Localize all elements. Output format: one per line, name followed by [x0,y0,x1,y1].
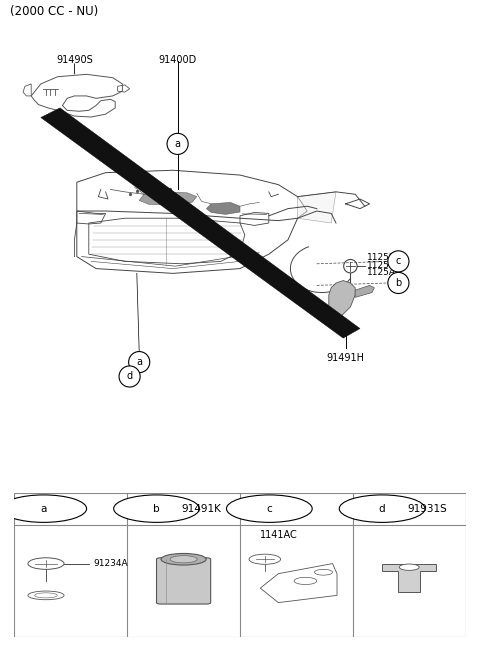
Text: a: a [175,139,180,149]
Text: 1125AE: 1125AE [367,269,402,277]
Polygon shape [298,192,336,223]
Text: d: d [127,371,132,382]
Text: 91491H: 91491H [326,353,365,363]
Circle shape [167,133,188,154]
Ellipse shape [170,556,197,563]
Text: 1141AC: 1141AC [260,530,297,540]
Circle shape [119,366,140,387]
Text: 91931S: 91931S [408,504,447,514]
Text: d: d [379,504,385,514]
Text: 91234A: 91234A [93,559,128,568]
Circle shape [388,273,409,294]
Polygon shape [382,564,436,593]
Circle shape [129,351,150,373]
Text: 91490S: 91490S [56,55,93,65]
Text: a: a [136,357,142,367]
Text: (2000 CC - NU): (2000 CC - NU) [10,5,98,18]
Text: b: b [395,278,402,288]
Text: b: b [153,504,160,514]
Circle shape [399,564,419,570]
Ellipse shape [161,553,206,565]
Text: a: a [40,504,47,514]
Text: 91400D: 91400D [158,55,197,65]
Circle shape [1,495,86,522]
Text: 1125GA: 1125GA [367,261,403,270]
Text: c: c [266,504,272,514]
Polygon shape [206,202,240,214]
Polygon shape [139,192,197,205]
Text: 1125KD: 1125KD [367,253,403,262]
Polygon shape [355,285,374,298]
FancyBboxPatch shape [156,558,211,604]
Text: c: c [396,256,401,266]
Text: 91491K: 91491K [182,504,222,514]
Circle shape [227,495,312,522]
Polygon shape [329,281,355,321]
Circle shape [339,495,425,522]
Circle shape [114,495,199,522]
Circle shape [388,251,409,272]
Polygon shape [41,108,360,338]
